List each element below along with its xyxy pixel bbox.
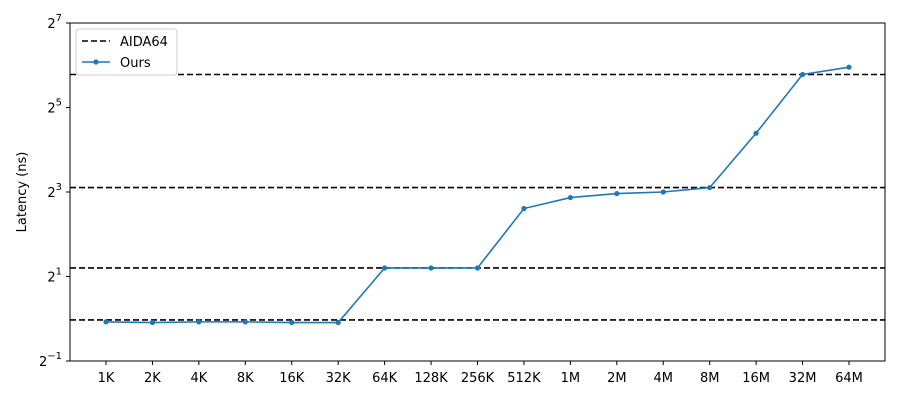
x-tick-label: 512K <box>507 371 541 386</box>
y-tick-label: 27 <box>47 13 62 32</box>
data-point <box>846 64 852 70</box>
data-point <box>382 265 388 271</box>
x-tick-label: 8M <box>700 371 720 386</box>
data-point <box>242 319 248 325</box>
plot-area <box>69 22 886 362</box>
y-axis-label: Latency (ns) <box>15 152 30 233</box>
data-point <box>289 319 295 326</box>
data-point <box>521 205 527 212</box>
series-layer <box>103 64 852 326</box>
x-tick-label: 1K <box>98 371 115 386</box>
data-point <box>799 71 806 78</box>
data-point <box>567 194 573 201</box>
x-tick-label: 32K <box>326 371 352 386</box>
legend-marker-ours-dot <box>93 59 99 65</box>
x-tick-label: 1M <box>561 371 581 386</box>
data-point <box>428 265 434 271</box>
x-tick-label: 4K <box>190 371 207 386</box>
data-point <box>474 265 481 271</box>
x-tick-label: 16M <box>742 371 770 386</box>
data-point <box>196 319 202 325</box>
x-axis-ticks: 1K 2K 4K 8K 16K 32K 64K 128K 256K 512K 1M 2M 4M 8M 16M… <box>98 361 863 386</box>
y-tick-label: 2−1 <box>39 351 62 370</box>
x-tick-label: 16K <box>279 371 305 386</box>
data-point <box>614 190 620 197</box>
x-tick-label: 32M <box>789 371 817 386</box>
x-tick-label: 4M <box>654 371 674 386</box>
x-tick-label: 2K <box>144 371 161 386</box>
y-tick-label: 25 <box>47 98 62 117</box>
legend-label-aida64: AIDA64 <box>120 35 168 50</box>
y-axis-ticks: 2−1 21 23 25 27 <box>39 13 70 370</box>
x-tick-label: 64M <box>835 371 863 386</box>
data-point <box>335 319 341 326</box>
data-point <box>103 319 109 325</box>
legend-label-ours: Ours <box>120 56 151 71</box>
y-tick-label: 21 <box>47 267 62 286</box>
x-tick-label: 8K <box>237 371 254 386</box>
legend: AIDA64 Ours <box>75 28 178 76</box>
data-point <box>660 189 666 195</box>
x-tick-label: 2M <box>607 371 627 386</box>
data-point <box>753 130 759 136</box>
data-point <box>707 184 713 191</box>
x-tick-label: 256K <box>461 371 495 386</box>
x-tick-label: 64K <box>372 371 398 386</box>
x-tick-label: 128K <box>414 371 448 386</box>
y-tick-label: 23 <box>47 182 62 201</box>
data-point <box>149 319 156 326</box>
